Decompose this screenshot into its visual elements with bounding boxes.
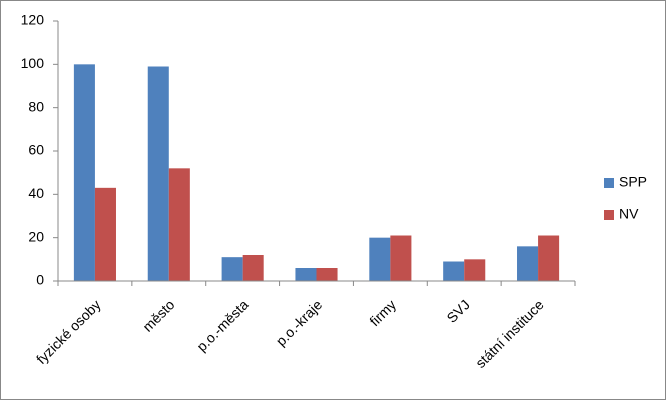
- legend-label: NV: [619, 206, 639, 222]
- y-tick-label: 20: [28, 228, 44, 244]
- bar: [295, 268, 317, 281]
- bar: [242, 255, 264, 281]
- y-tick-label: 40: [28, 185, 44, 201]
- bar: [168, 168, 190, 281]
- bar: [94, 187, 116, 281]
- y-tick-label: 80: [28, 98, 44, 114]
- bar: [538, 235, 560, 281]
- legend-swatch: [604, 210, 614, 220]
- legend-label: SPP: [619, 174, 647, 190]
- bar: [443, 261, 465, 281]
- y-tick-label: 60: [28, 142, 44, 158]
- legend-swatch: [604, 178, 614, 188]
- y-tick-label: 100: [21, 55, 45, 71]
- y-tick-label: 0: [36, 272, 44, 288]
- bar: [73, 64, 95, 281]
- bar: [316, 268, 338, 281]
- bar: [369, 237, 391, 281]
- bar: [147, 66, 169, 281]
- bar: [221, 257, 243, 281]
- y-tick-label: 120: [21, 12, 45, 28]
- bar: [464, 259, 486, 281]
- bar: [390, 235, 412, 281]
- bar: [517, 246, 539, 281]
